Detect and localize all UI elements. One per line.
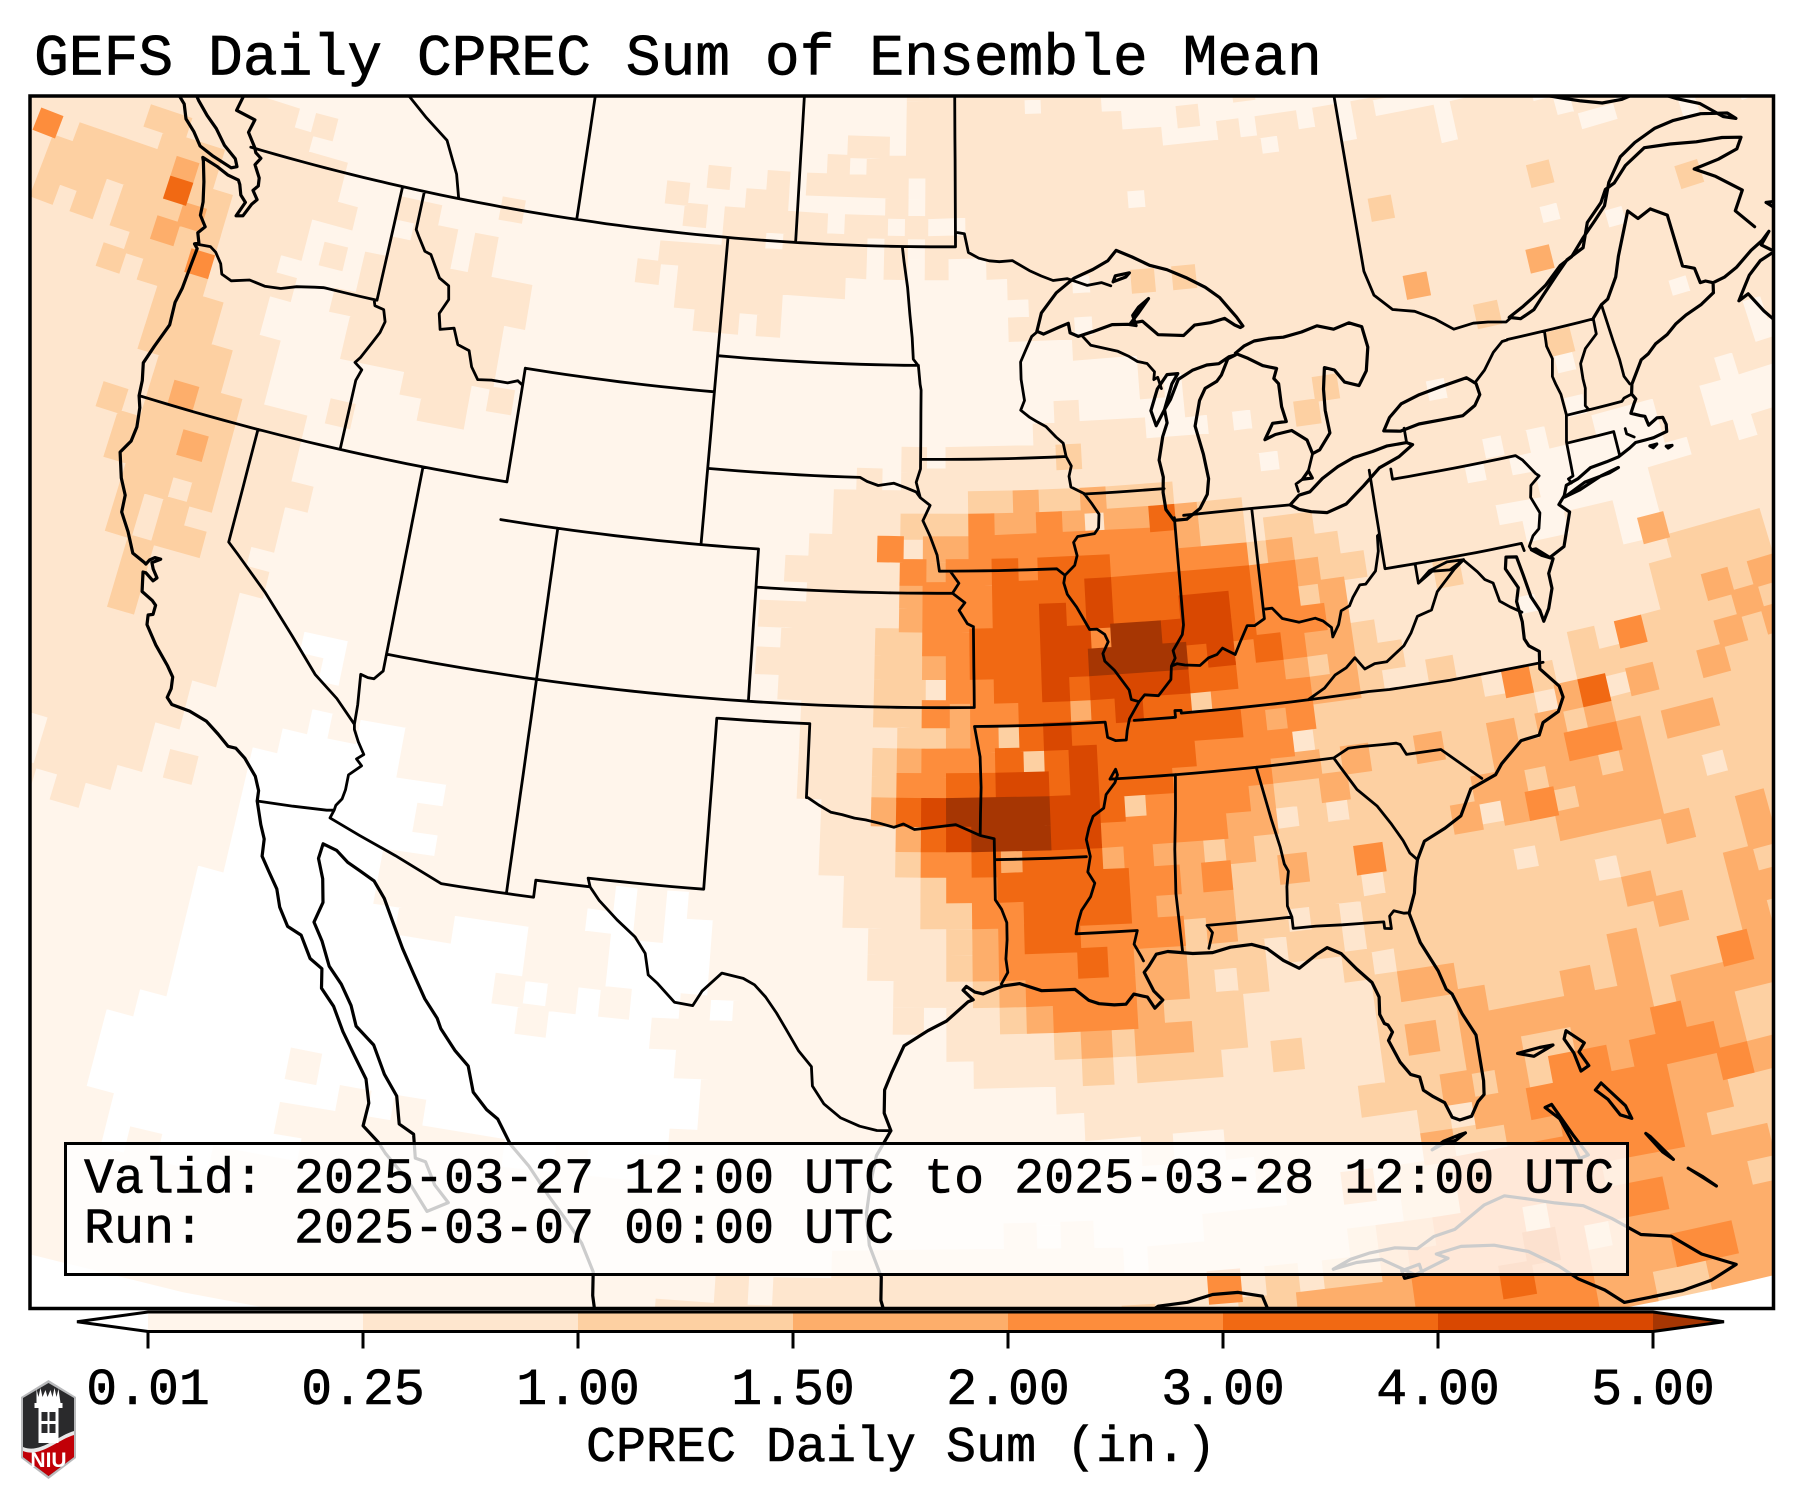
svg-text:2.00: 2.00 <box>946 1362 1070 1420</box>
svg-text:1.50: 1.50 <box>731 1362 855 1420</box>
svg-text:NIU: NIU <box>30 1449 66 1472</box>
svg-text:0.25: 0.25 <box>301 1362 425 1420</box>
svg-text:Run: 2025-03-07 00:00 UTC: Run: 2025-03-07 00:00 UTC <box>84 1202 894 1259</box>
svg-text:0.01: 0.01 <box>86 1362 210 1420</box>
svg-text:4.00: 4.00 <box>1376 1362 1500 1420</box>
svg-text:GEFS Daily CPREC Sum of Ensemb: GEFS Daily CPREC Sum of Ensemble Mean <box>34 28 1322 93</box>
svg-text:CPREC Daily Sum (in.): CPREC Daily Sum (in.) <box>586 1420 1216 1477</box>
svg-text:3.00: 3.00 <box>1161 1362 1285 1420</box>
svg-text:1.00: 1.00 <box>516 1362 640 1420</box>
svg-text:5.00: 5.00 <box>1591 1362 1715 1420</box>
svg-text:Valid: 2025-03-27 12:00 UTC to: Valid: 2025-03-27 12:00 UTC to 2025-03-2… <box>84 1152 1614 1209</box>
